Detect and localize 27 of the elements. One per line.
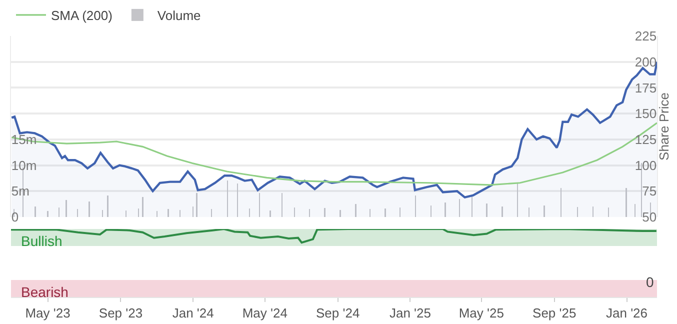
annotation: 0 [646, 274, 654, 290]
legend-label: Volume [157, 8, 201, 24]
y-tick-label: 100 [634, 158, 657, 173]
legend-label: SMA (200) [51, 8, 112, 24]
y-tick-label: 225 [634, 28, 657, 44]
y2-tick-label: 10m [11, 158, 37, 173]
x-tick-label: May '23 [25, 306, 70, 321]
x-tick-label: Sep '23 [98, 306, 143, 321]
x-tick-label: Jan '24 [172, 306, 214, 321]
x-tick-label: May '25 [458, 306, 504, 321]
x-tick-label: Sep '24 [316, 306, 360, 321]
line-series [11, 122, 657, 186]
x-tick-label: Sep '25 [532, 306, 576, 321]
y2-tick-label: 5m [11, 184, 30, 199]
y-tick-label: 50 [642, 210, 657, 225]
y-tick-label: 75 [642, 184, 657, 199]
y-tick-label: 175 [634, 80, 657, 96]
band-label: Bearish [21, 284, 68, 300]
y-axis-title: Share Price [656, 92, 672, 160]
y2-tick-label: 0 [11, 210, 19, 225]
y-tick-label: 125 [634, 132, 657, 147]
x-tick-label: Jan '26 [606, 306, 648, 321]
y-tick-label: 200 [634, 54, 657, 70]
band-label: Bullish [21, 233, 62, 249]
x-tick-label: Jan '25 [389, 306, 431, 321]
y-tick-label: 150 [634, 106, 657, 122]
x-tick-label: May '24 [242, 306, 288, 321]
